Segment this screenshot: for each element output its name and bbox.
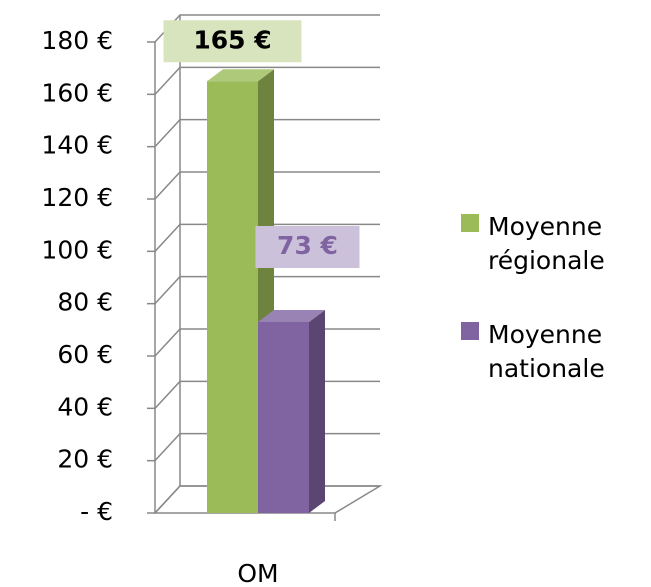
data-label: 165 €: [193, 25, 271, 54]
bar: [258, 321, 309, 513]
grid-line: [154, 118, 380, 148]
data-label: 73 €: [277, 231, 338, 260]
bar-side: [309, 309, 325, 513]
grid-line: [154, 66, 380, 95]
data-label-box: [255, 225, 360, 268]
grid-line: [154, 223, 380, 252]
grid-line: [154, 14, 380, 43]
y-tick-label: 120 €: [41, 183, 113, 212]
y-tick-label: 40 €: [57, 392, 113, 421]
legend-swatch: [461, 322, 479, 340]
grid-line: [154, 275, 380, 305]
bar-top: [258, 309, 325, 322]
y-tick-label: 20 €: [57, 445, 113, 474]
x-tick-label: OM: [237, 559, 278, 587]
bar-top: [207, 69, 274, 82]
grid-line: [154, 171, 380, 200]
y-tick-label: 160 €: [41, 78, 113, 107]
y-tick-label: 80 €: [57, 288, 113, 317]
y-tick-label: 140 €: [41, 131, 113, 160]
legend-label: Moyenne nationale: [488, 320, 605, 383]
y-tick-label: 100 €: [41, 235, 113, 264]
legend-swatch: [461, 214, 479, 232]
bar: [207, 81, 258, 513]
y-tick-label: 60 €: [57, 340, 113, 369]
y-tick-label: - €: [80, 497, 113, 526]
y-tick-label: 180 €: [41, 26, 113, 55]
data-label-box: [163, 20, 302, 63]
legend-label: Moyenne régionale: [488, 212, 605, 275]
